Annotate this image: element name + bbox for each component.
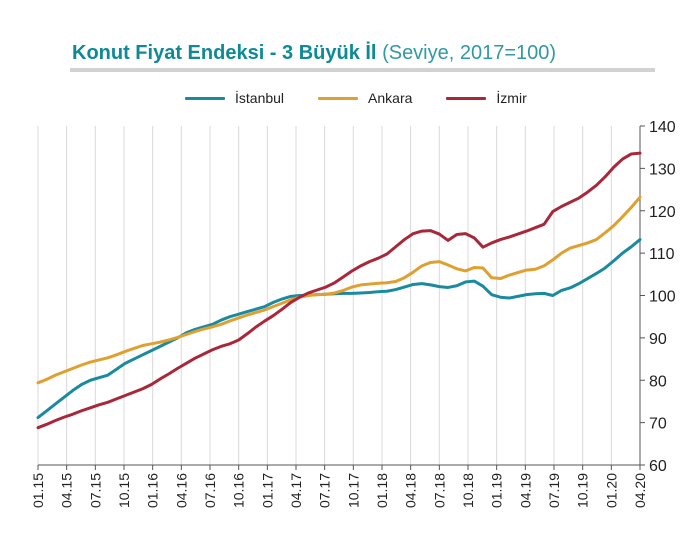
chart-legend: İstanbul Ankara İzmir [185,90,527,106]
y-tick-label: 90 [649,331,667,348]
legend-item-istanbul: İstanbul [185,90,284,106]
x-tick-label: 04.19 [517,473,533,508]
y-tick-label: 110 [649,246,675,263]
x-tick-label: 01.18 [374,473,390,508]
x-tick-label: 07.15 [87,473,103,508]
x-tick-label: 01.20 [603,473,619,508]
x-tick-label: 10.19 [575,473,591,508]
x-tick-label: 10.15 [116,473,132,508]
series-line-izmir [36,151,642,430]
x-tick-label: 04.17 [288,473,304,508]
series-line-istanbul [36,238,642,420]
x-tick-label: 01.17 [259,473,275,508]
y-tick-label: 140 [649,119,676,136]
x-tick-label: 10.18 [460,473,476,508]
legend-swatch-izmir [446,96,487,100]
y-tick-label: 100 [649,289,676,306]
chart-subtitle: (Seviye, 2017=100) [382,42,557,64]
series-lines [36,151,642,430]
y-tick-label: 60 [649,458,667,475]
y-tick-label: 80 [649,373,667,390]
legend-item-ankara: Ankara [318,90,412,106]
x-tick-label: 10.17 [345,473,361,508]
chart-title-main: Konut Fiyat Endeksi - 3 Büyük İl [72,42,377,64]
axes [37,125,645,470]
x-tick-label: 07.18 [431,473,447,508]
x-tick-label: 04.15 [59,473,75,508]
x-tick-label: 10.16 [231,473,247,508]
series-line-ankara [36,195,642,385]
x-tick-label: 01.15 [30,473,46,508]
x-tick-label: 04.16 [173,473,189,508]
x-tick-label: 01.19 [489,473,505,508]
tick-labels: 60 70 80 90 100 110 120 130 140 01.15 04.15 07.15 10… [30,119,676,508]
legend-swatch-istanbul [185,96,225,100]
legend-label-istanbul: İstanbul [235,90,285,106]
y-tick-label: 70 [649,416,667,433]
title-divider [70,68,655,72]
chart-title: Konut Fiyat Endeksi - 3 Büyük İl (Seviye… [72,42,556,65]
x-tick-label: 07.16 [202,473,218,508]
gridlines [37,126,641,465]
x-tick-label: 04.20 [632,473,648,508]
y-tick-label: 120 [649,204,676,221]
x-tick-label: 07.19 [546,473,562,508]
y-tick-label: 130 [649,161,676,178]
x-tick-label: 04.18 [403,473,419,508]
legend-label-ankara: Ankara [368,90,413,106]
legend-item-izmir: İzmir [446,90,527,106]
x-tick-label: 01.16 [145,473,161,508]
legend-swatch-ankara [318,96,359,100]
legend-label-izmir: İzmir [496,90,527,106]
x-tick-label: 07.17 [317,473,333,508]
